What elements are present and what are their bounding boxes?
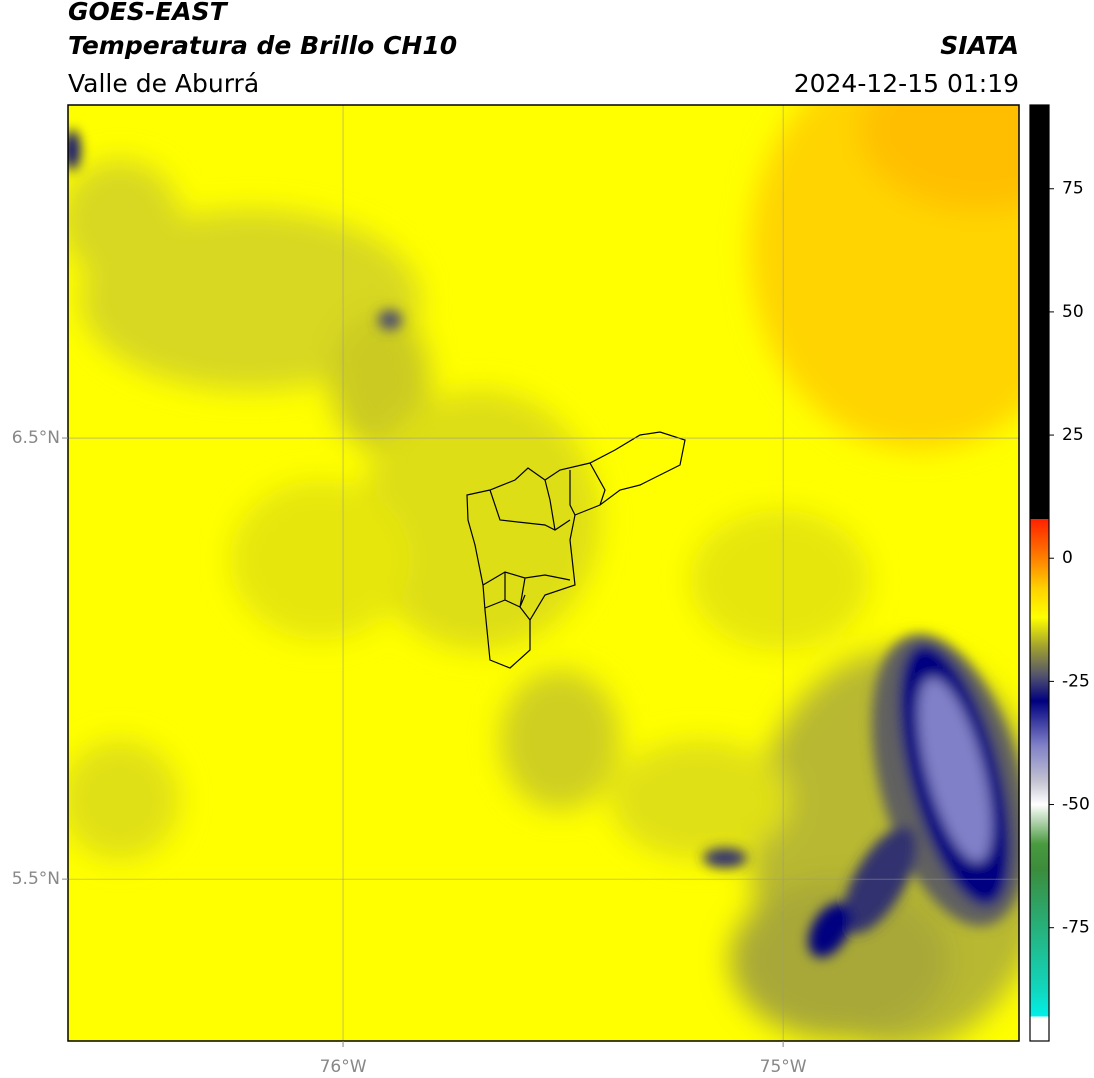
- satellite: GOES-EAST: [68, 0, 229, 26]
- colorbar-tick-label: -75: [1062, 918, 1090, 938]
- colorbar-tick-label: 0: [1062, 548, 1073, 568]
- colorbar-tick-label: 75: [1062, 179, 1084, 199]
- colorbar-tick-label: -25: [1062, 671, 1090, 691]
- colorbar-tick-label: 50: [1062, 302, 1084, 322]
- lon-label: 75°W: [760, 1057, 807, 1077]
- graticule: [68, 105, 1019, 1041]
- map-frame: [67, 104, 1020, 1042]
- lat-label: 6.5°N: [12, 428, 60, 448]
- colorbar-tick-label: 25: [1062, 425, 1084, 445]
- lat-label: 5.5°N: [12, 869, 60, 889]
- product: Temperatura de Brillo CH10: [68, 31, 457, 60]
- agency: SIATA: [940, 31, 1019, 60]
- lon-label: 76°W: [320, 1057, 367, 1077]
- datetime: 2024-12-15 01:19: [794, 69, 1019, 98]
- region: Valle de Aburrá: [68, 69, 259, 98]
- colorbar-tick-label: -50: [1062, 795, 1090, 815]
- map-image: [68, 105, 1019, 1041]
- colorbar: [1029, 104, 1050, 1042]
